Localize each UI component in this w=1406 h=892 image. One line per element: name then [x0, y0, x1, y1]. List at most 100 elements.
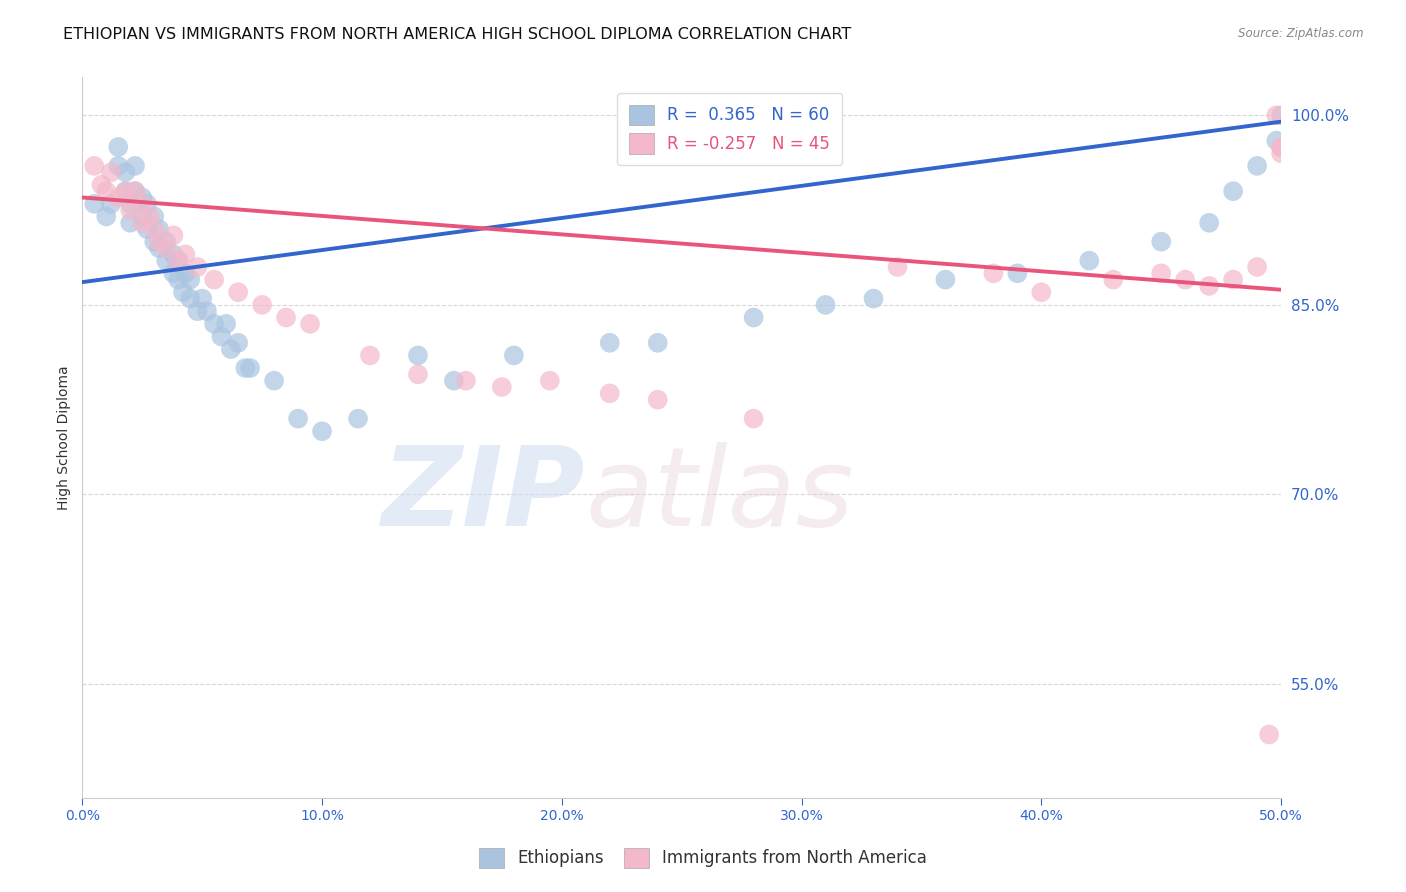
Point: [1150, 235, 1173, 249]
Point: [502, 348, 524, 362]
Point: [1031, 285, 1053, 300]
Point: [263, 374, 285, 388]
Point: [120, 216, 142, 230]
Point: [1265, 134, 1288, 148]
Text: Source: ZipAtlas.com: Source: ZipAtlas.com: [1239, 27, 1364, 40]
Point: [647, 392, 669, 407]
Point: [155, 235, 177, 249]
Point: [886, 260, 908, 274]
Point: [124, 184, 146, 198]
Point: [120, 203, 142, 218]
Point: [934, 272, 956, 286]
Text: ZIP: ZIP: [382, 442, 586, 549]
Point: [1270, 146, 1292, 161]
Point: [1265, 108, 1288, 122]
Point: [114, 165, 136, 179]
Y-axis label: High School Diploma: High School Diploma: [58, 365, 72, 510]
Point: [1078, 253, 1101, 268]
Point: [742, 411, 765, 425]
Point: [162, 228, 184, 243]
Point: [186, 260, 208, 274]
Point: [136, 222, 159, 236]
Text: atlas: atlas: [586, 442, 855, 549]
Text: ETHIOPIAN VS IMMIGRANTS FROM NORTH AMERICA HIGH SCHOOL DIPLOMA CORRELATION CHART: ETHIOPIAN VS IMMIGRANTS FROM NORTH AMERI…: [63, 27, 852, 42]
Point: [155, 241, 177, 255]
Point: [491, 380, 513, 394]
Point: [138, 210, 160, 224]
Point: [233, 361, 256, 376]
Point: [1270, 140, 1292, 154]
Point: [1198, 216, 1220, 230]
Point: [131, 216, 153, 230]
Legend: Ethiopians, Immigrants from North America: Ethiopians, Immigrants from North Americ…: [472, 841, 934, 875]
Point: [226, 285, 249, 300]
Point: [814, 298, 837, 312]
Point: [347, 411, 370, 425]
Point: [143, 210, 166, 224]
Point: [1222, 184, 1244, 198]
Point: [83, 196, 105, 211]
Point: [107, 140, 129, 154]
Point: [202, 317, 225, 331]
Point: [131, 210, 153, 224]
Point: [96, 184, 118, 198]
Point: [1246, 159, 1268, 173]
Point: [90, 178, 112, 192]
Point: [186, 304, 208, 318]
Point: [1102, 272, 1125, 286]
Point: [239, 361, 262, 376]
Point: [124, 184, 146, 198]
Point: [742, 310, 765, 325]
Point: [406, 348, 429, 362]
Point: [195, 304, 218, 318]
Point: [148, 222, 170, 236]
Point: [148, 241, 170, 255]
Point: [107, 190, 129, 204]
Point: [124, 159, 146, 173]
Point: [1150, 266, 1173, 280]
Point: [1246, 260, 1268, 274]
Point: [226, 335, 249, 350]
Point: [287, 411, 309, 425]
Point: [599, 335, 621, 350]
Point: [538, 374, 561, 388]
Point: [299, 317, 322, 331]
Point: [1174, 272, 1197, 286]
Point: [162, 266, 184, 280]
Point: [406, 368, 429, 382]
Point: [311, 424, 333, 438]
Point: [202, 272, 225, 286]
Point: [155, 253, 177, 268]
Point: [1258, 727, 1281, 741]
Point: [1007, 266, 1029, 280]
Point: [274, 310, 297, 325]
Point: [167, 253, 190, 268]
Point: [167, 253, 190, 268]
Point: [191, 292, 214, 306]
Point: [1270, 140, 1292, 154]
Point: [114, 184, 136, 198]
Point: [219, 342, 242, 356]
Point: [215, 317, 238, 331]
Point: [100, 165, 122, 179]
Legend: R =  0.365   N = 60, R = -0.257   N = 45: R = 0.365 N = 60, R = -0.257 N = 45: [617, 93, 842, 165]
Point: [1198, 279, 1220, 293]
Point: [114, 184, 136, 198]
Point: [131, 190, 153, 204]
Point: [131, 196, 153, 211]
Point: [454, 374, 477, 388]
Point: [443, 374, 465, 388]
Point: [136, 196, 159, 211]
Point: [179, 272, 201, 286]
Point: [120, 196, 142, 211]
Point: [862, 292, 884, 306]
Point: [143, 222, 166, 236]
Point: [179, 292, 201, 306]
Point: [174, 247, 197, 261]
Point: [209, 329, 232, 343]
Point: [83, 159, 105, 173]
Point: [148, 235, 170, 249]
Point: [983, 266, 1005, 280]
Point: [100, 196, 122, 211]
Point: [647, 335, 669, 350]
